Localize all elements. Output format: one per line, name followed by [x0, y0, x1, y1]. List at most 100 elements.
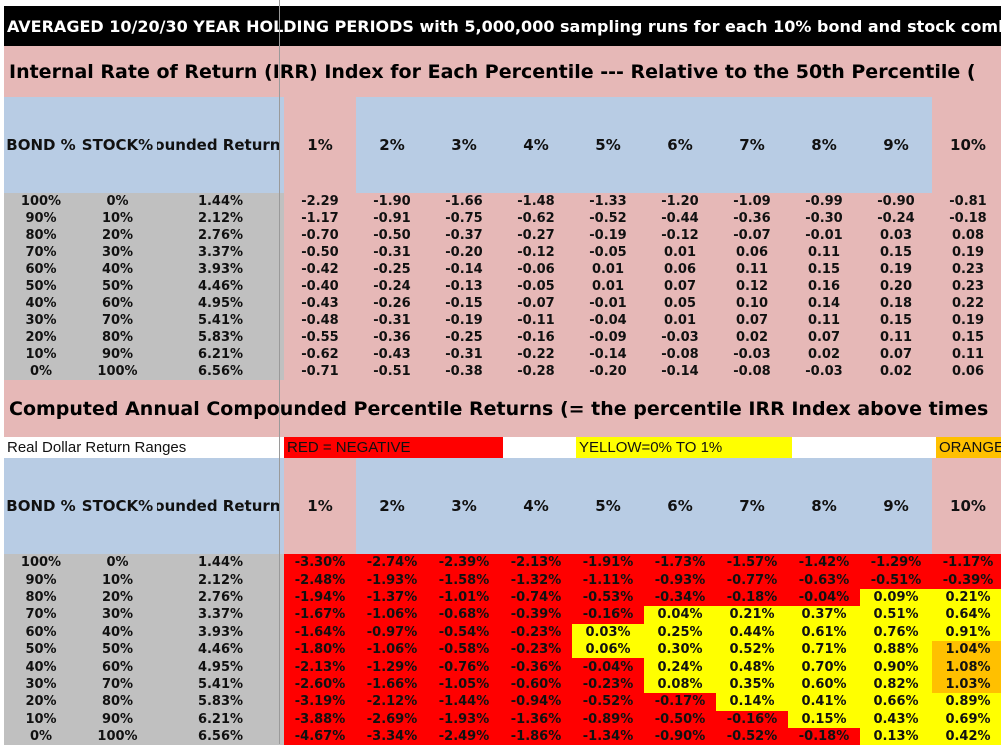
irr-cell[interactable]: 0.19: [860, 261, 932, 278]
return-cell[interactable]: -1.80%: [284, 640, 356, 659]
return-cell[interactable]: -2.13%: [284, 658, 356, 676]
bond-cell[interactable]: 40%: [4, 295, 78, 312]
return-cell[interactable]: -0.63%: [788, 571, 860, 589]
return-cell[interactable]: 0.48%: [716, 658, 788, 676]
irr-cell[interactable]: -1.48: [500, 193, 572, 210]
bond-cell[interactable]: 60%: [4, 261, 78, 278]
return-cell[interactable]: -2.48%: [284, 571, 356, 589]
stock-cell[interactable]: 80%: [78, 329, 157, 346]
return-cell[interactable]: -0.54%: [428, 623, 500, 641]
stock-cell[interactable]: 50%: [78, 278, 157, 295]
header-percentile[interactable]: 4%: [500, 97, 572, 193]
median-return-cell[interactable]: 2.12%: [157, 210, 284, 227]
irr-cell[interactable]: -0.27: [500, 227, 572, 244]
return-cell[interactable]: -0.74%: [500, 588, 572, 607]
legend-orange[interactable]: ORANGE: [936, 437, 1001, 458]
stock-cell[interactable]: 90%: [78, 710, 157, 728]
return-cell[interactable]: 1.03%: [932, 675, 1001, 694]
return-cell[interactable]: -0.77%: [716, 571, 788, 589]
median-return-cell[interactable]: 2.76%: [157, 227, 284, 244]
header-percentile[interactable]: 2%: [356, 458, 428, 554]
return-cell[interactable]: -2.74%: [356, 554, 428, 572]
irr-cell[interactable]: -0.99: [788, 193, 860, 210]
return-cell[interactable]: -0.16%: [572, 606, 644, 624]
median-return-cell[interactable]: 3.37%: [157, 606, 284, 624]
irr-cell[interactable]: -0.07: [500, 295, 572, 312]
irr-cell[interactable]: -0.11: [500, 312, 572, 329]
irr-cell[interactable]: 0.02: [716, 329, 788, 346]
irr-cell[interactable]: -0.08: [644, 346, 716, 363]
return-cell[interactable]: -1.37%: [356, 588, 428, 607]
stock-cell[interactable]: 60%: [78, 658, 157, 676]
return-cell[interactable]: -0.39%: [500, 606, 572, 624]
header-percentile[interactable]: 6%: [644, 97, 716, 193]
irr-cell[interactable]: -0.15: [428, 295, 500, 312]
return-cell[interactable]: -1.17%: [932, 554, 1001, 572]
irr-cell[interactable]: 0.11: [860, 329, 932, 346]
irr-cell[interactable]: 0.08: [932, 227, 1001, 244]
irr-cell[interactable]: -1.09: [716, 193, 788, 210]
return-cell[interactable]: -3.88%: [284, 710, 356, 728]
irr-cell[interactable]: 0.06: [716, 244, 788, 261]
irr-cell[interactable]: 0.22: [932, 295, 1001, 312]
header-percentile[interactable]: 7%: [716, 97, 788, 193]
irr-cell[interactable]: -0.90: [860, 193, 932, 210]
irr-cell[interactable]: 0.05: [644, 295, 716, 312]
irr-cell[interactable]: -0.36: [716, 210, 788, 227]
irr-cell[interactable]: 0.11: [788, 244, 860, 261]
irr-cell[interactable]: -0.62: [500, 210, 572, 227]
return-cell[interactable]: -1.66%: [356, 675, 428, 694]
stock-cell[interactable]: 80%: [78, 693, 157, 711]
irr-cell[interactable]: -0.44: [644, 210, 716, 227]
return-cell[interactable]: -0.52%: [572, 693, 644, 711]
header-percentile[interactable]: 3%: [428, 97, 500, 193]
irr-cell[interactable]: 0.02: [860, 363, 932, 380]
bond-cell[interactable]: 50%: [4, 278, 78, 295]
irr-cell[interactable]: -0.20: [428, 244, 500, 261]
stock-cell[interactable]: 40%: [78, 623, 157, 641]
header-percentile[interactable]: 5%: [572, 458, 644, 554]
return-cell[interactable]: 0.08%: [644, 675, 716, 694]
return-cell[interactable]: -2.49%: [428, 727, 500, 745]
header-median-return[interactable]: 50 Percentile Compounded Return for Asse…: [157, 97, 284, 193]
return-cell[interactable]: -1.29%: [860, 554, 932, 572]
return-cell[interactable]: -1.06%: [356, 606, 428, 624]
bond-cell[interactable]: 50%: [4, 640, 78, 659]
return-cell[interactable]: -1.64%: [284, 623, 356, 641]
irr-cell[interactable]: -0.62: [284, 346, 356, 363]
irr-cell[interactable]: -0.03: [788, 363, 860, 380]
irr-cell[interactable]: -0.12: [644, 227, 716, 244]
header-percentile[interactable]: 9%: [860, 97, 932, 193]
bond-cell[interactable]: 10%: [4, 346, 78, 363]
irr-cell[interactable]: 0.15: [860, 312, 932, 329]
return-cell[interactable]: 0.89%: [932, 693, 1001, 711]
irr-cell[interactable]: -0.30: [788, 210, 860, 227]
return-cell[interactable]: 0.66%: [860, 693, 932, 711]
header-stock[interactable]: STOCK%: [78, 458, 157, 554]
bond-cell[interactable]: 20%: [4, 693, 78, 711]
return-cell[interactable]: -0.68%: [428, 606, 500, 624]
irr-cell[interactable]: 0.20: [860, 278, 932, 295]
return-cell[interactable]: 0.06%: [572, 640, 644, 659]
legend-blank[interactable]: [503, 437, 576, 458]
return-cell[interactable]: -1.94%: [284, 588, 356, 607]
median-return-cell[interactable]: 6.21%: [157, 710, 284, 728]
stock-cell[interactable]: 100%: [78, 363, 157, 380]
irr-cell[interactable]: -0.14: [428, 261, 500, 278]
irr-cell[interactable]: -0.22: [500, 346, 572, 363]
median-return-cell[interactable]: 6.56%: [157, 363, 284, 380]
irr-cell[interactable]: -0.71: [284, 363, 356, 380]
irr-cell[interactable]: -0.55: [284, 329, 356, 346]
median-return-cell[interactable]: 1.44%: [157, 554, 284, 572]
irr-cell[interactable]: -0.42: [284, 261, 356, 278]
irr-cell[interactable]: 0.11: [716, 261, 788, 278]
return-cell[interactable]: 0.70%: [788, 658, 860, 676]
irr-cell[interactable]: -0.43: [284, 295, 356, 312]
bond-cell[interactable]: 80%: [4, 227, 78, 244]
return-cell[interactable]: 0.44%: [716, 623, 788, 641]
return-cell[interactable]: -1.06%: [356, 640, 428, 659]
irr-cell[interactable]: -0.04: [572, 312, 644, 329]
return-cell[interactable]: 0.25%: [644, 623, 716, 641]
irr-cell[interactable]: -0.26: [356, 295, 428, 312]
irr-cell[interactable]: -0.16: [500, 329, 572, 346]
